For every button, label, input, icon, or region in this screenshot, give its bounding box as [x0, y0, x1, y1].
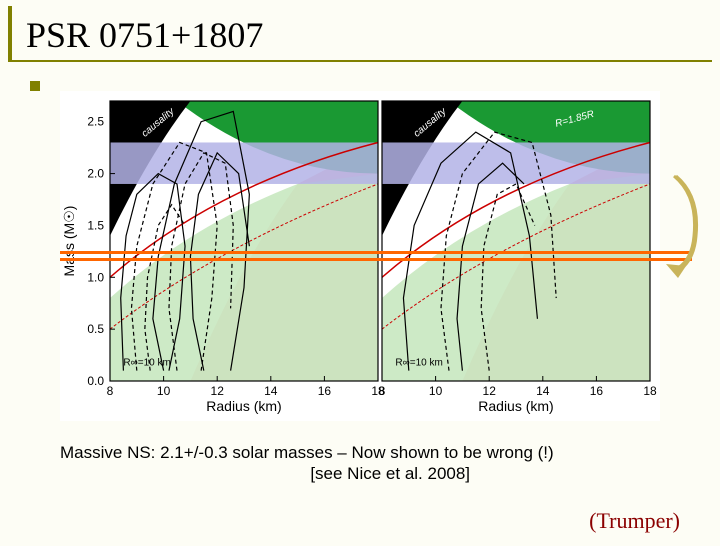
caption-line2: [see Nice et al. 2008]: [310, 464, 470, 483]
svg-text:2.0: 2.0: [87, 167, 104, 181]
bullet-icon: [30, 81, 40, 91]
svg-text:Radius (km): Radius (km): [206, 398, 281, 414]
svg-text:1.0: 1.0: [87, 270, 104, 284]
svg-text:Radius (km): Radius (km): [478, 398, 553, 414]
svg-text:16: 16: [318, 384, 332, 398]
svg-text:18: 18: [643, 384, 657, 398]
caption: Massive NS: 2.1+/-0.3 solar masses – Now…: [60, 442, 554, 485]
highlight-line-2: [60, 258, 692, 261]
svg-text:14: 14: [536, 384, 550, 398]
svg-text:R∞=10 km: R∞=10 km: [395, 357, 442, 368]
svg-text:14: 14: [264, 384, 278, 398]
svg-text:10: 10: [429, 384, 443, 398]
svg-text:2.5: 2.5: [87, 115, 104, 129]
slide-title: PSR 0751+1807: [26, 14, 712, 56]
svg-text:8: 8: [379, 384, 386, 398]
svg-text:12: 12: [211, 384, 225, 398]
credit: (Trumper): [589, 508, 680, 534]
curved-arrow-icon: [656, 166, 704, 286]
svg-text:0.0: 0.0: [87, 374, 104, 388]
svg-text:12: 12: [483, 384, 497, 398]
svg-text:8: 8: [107, 384, 114, 398]
svg-text:Mass (M☉): Mass (M☉): [61, 206, 77, 277]
caption-line1: Massive NS: 2.1+/-0.3 solar masses – Now…: [60, 443, 554, 462]
svg-text:10: 10: [157, 384, 171, 398]
highlight-line-1: [60, 251, 692, 254]
title-bar: PSR 0751+1807: [8, 6, 712, 62]
svg-text:16: 16: [590, 384, 604, 398]
mass-radius-chart: Mass (M☉)causalityR∞=10 km81012141618Rad…: [60, 91, 660, 421]
svg-text:0.5: 0.5: [87, 322, 104, 336]
svg-text:R∞=10 km: R∞=10 km: [123, 357, 170, 368]
svg-text:1.5: 1.5: [87, 218, 104, 232]
